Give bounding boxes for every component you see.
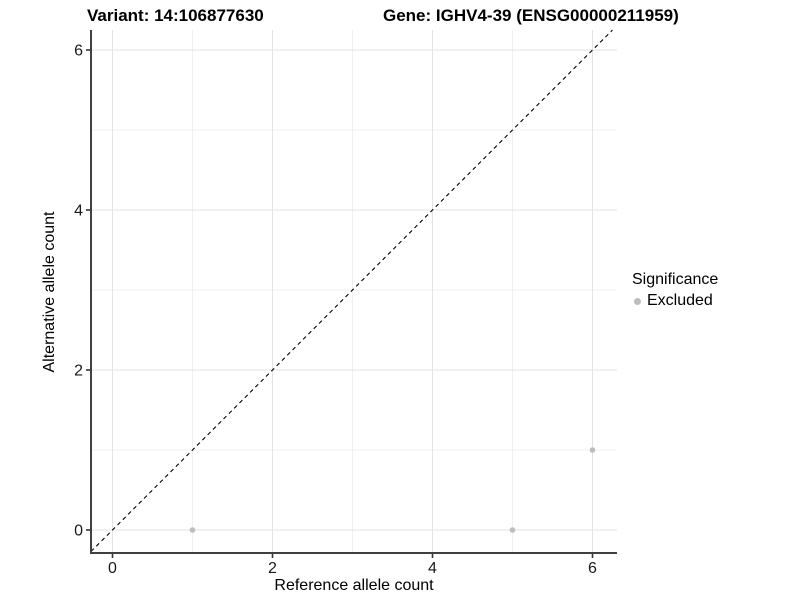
legend-item-label: Excluded [647, 292, 713, 309]
legend-title: Significance [632, 271, 719, 288]
identity-line [90, 29, 613, 552]
y-tick-label: 4 [74, 203, 83, 220]
x-tick-label: 0 [108, 560, 117, 577]
x-axis-label: Reference allele count [274, 577, 434, 594]
legend: Significance Excluded [630, 271, 718, 310]
data-point [509, 527, 516, 533]
x-tick-label: 4 [428, 560, 437, 577]
plot-title-variant: Variant: 14:106877630 [87, 6, 264, 25]
x-tick-label: 6 [588, 560, 597, 577]
plot-title-gene: Gene: IGHV4-39 (ENSG00000211959) [383, 6, 679, 25]
data-point [589, 447, 596, 453]
circle-icon [634, 297, 641, 305]
y-tick-label: 2 [74, 363, 83, 380]
data-point [189, 527, 196, 533]
x-tick-label: 2 [268, 560, 277, 577]
legend-item-excluded: Excluded [630, 292, 718, 310]
y-tick-label: 0 [74, 523, 83, 540]
y-tick-label: 6 [74, 43, 83, 60]
y-axis-label: Alternative allele count [41, 211, 58, 373]
